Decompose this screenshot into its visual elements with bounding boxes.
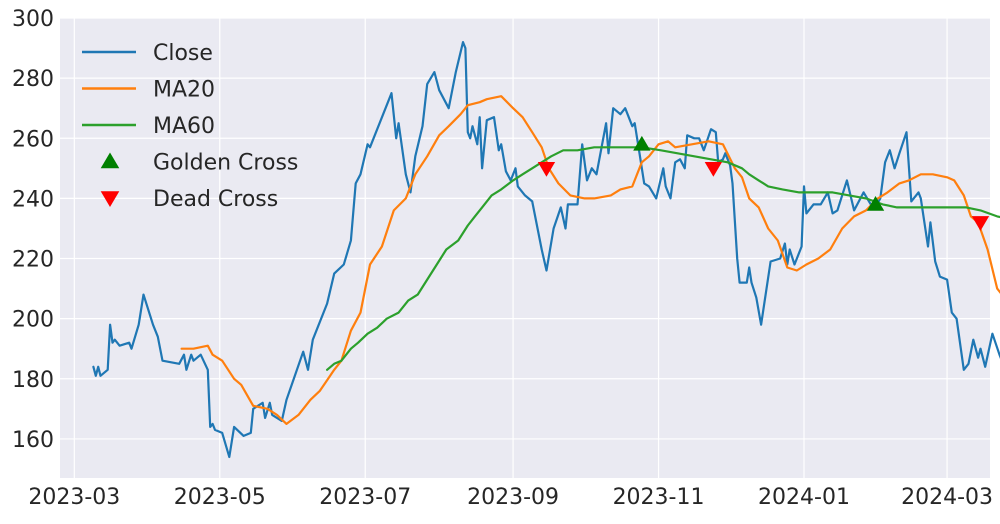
x-tick-label: 2023-09 [467, 485, 559, 510]
y-tick-label: 240 [12, 187, 54, 212]
y-tick-label: 260 [12, 127, 54, 152]
series-line-ma20 [180, 95, 1000, 425]
x-tick-label: 2023-05 [174, 485, 266, 510]
x-tick-label: 2023-11 [613, 485, 705, 510]
legend-dead-cross-icon [100, 191, 120, 207]
dead-cross-marker [704, 162, 723, 177]
x-tick-label: 2023-07 [319, 485, 411, 510]
golden-cross-marker [633, 135, 651, 151]
legend-label-close: Close [153, 41, 213, 66]
grid-lines [60, 17, 990, 478]
y-tick-label: 220 [12, 248, 54, 273]
legend: Close MA20 MA60 Golden Cross Dead Cross [82, 41, 298, 212]
golden-cross-marker [866, 196, 885, 211]
axis-labels: 160 180 200 220 240 260 280 300 2023-03 2023-05 20… [12, 7, 993, 510]
series-line-close [92, 41, 1000, 459]
series-layer [92, 41, 1000, 459]
plot-area [60, 18, 990, 478]
marker-layer [537, 135, 990, 231]
x-tick-label: 2023-03 [28, 485, 120, 510]
legend-label-golden-cross: Golden Cross [153, 151, 298, 176]
y-tick-label: 160 [12, 428, 54, 453]
legend-golden-cross-icon [100, 152, 120, 169]
legend-label-ma60: MA60 [153, 114, 215, 139]
y-tick-label: 200 [12, 308, 54, 333]
legend-label-ma20: MA20 [153, 78, 215, 103]
x-tick-label: 2024-01 [758, 485, 850, 510]
y-tick-label: 280 [12, 67, 54, 92]
dead-cross-marker [971, 216, 990, 231]
y-tick-label: 180 [12, 368, 54, 393]
legend-label-dead-cross: Dead Cross [153, 187, 278, 212]
dead-cross-marker [537, 162, 556, 177]
x-tick-label: 2024-03 [901, 485, 993, 510]
y-tick-label: 300 [12, 7, 54, 32]
series-line-ma60 [326, 146, 1000, 371]
